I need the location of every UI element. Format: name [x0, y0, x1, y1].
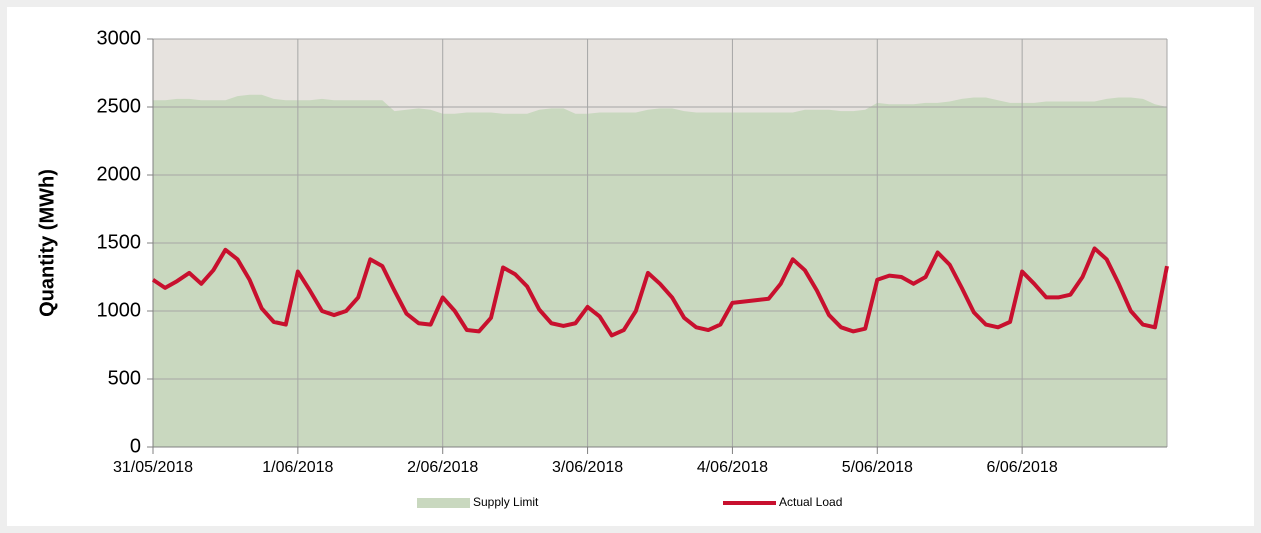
y-tick-label: 1500 — [97, 231, 142, 253]
x-tick-label: 3/06/2018 — [552, 459, 623, 476]
supply-area — [153, 94, 1167, 447]
x-tick-label: 31/05/2018 — [113, 459, 193, 476]
y-axis-label: Quantity (MWh) — [36, 169, 58, 317]
load-line — [151, 246, 1169, 338]
y-tick-label: 2000 — [97, 163, 142, 185]
x-tick-label: 4/06/2018 — [697, 459, 768, 476]
legend-swatch — [417, 498, 470, 508]
y-tick-label: 2500 — [97, 95, 142, 117]
y-tick-label: 0 — [130, 435, 141, 457]
x-tick-label: 6/06/2018 — [987, 459, 1058, 476]
legend-label: Actual Load — [779, 495, 842, 509]
x-tick-label: 5/06/2018 — [842, 459, 913, 476]
y-tick-label: 1000 — [97, 299, 142, 321]
legend-label: Supply Limit — [473, 495, 539, 509]
y-tick-label: 500 — [108, 367, 141, 389]
x-tick-label: 1/06/2018 — [262, 459, 333, 476]
x-tick-label: 2/06/2018 — [407, 459, 478, 476]
y-tick-label: 3000 — [97, 27, 142, 49]
